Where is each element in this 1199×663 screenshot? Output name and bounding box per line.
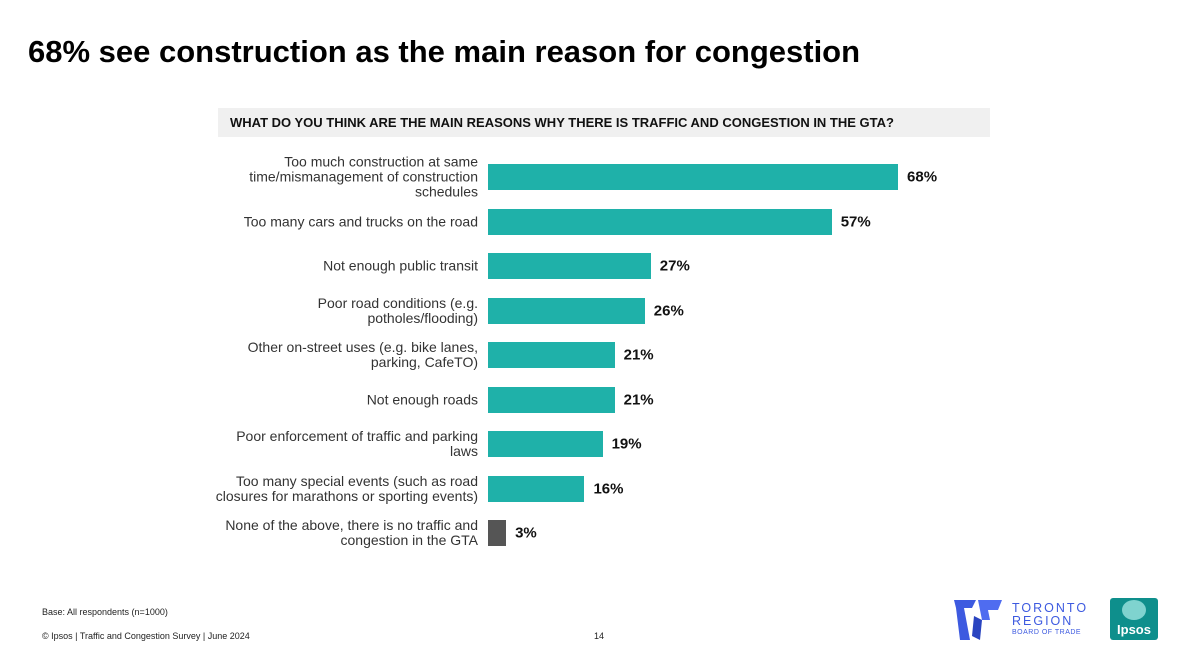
category-label: Poor enforcement of traffic and parking … xyxy=(236,428,478,459)
bar xyxy=(488,431,603,457)
bar xyxy=(488,520,507,546)
value-label: 21% xyxy=(623,391,654,408)
bar xyxy=(488,386,615,413)
trbot-icon xyxy=(954,600,1002,640)
page-number: 14 xyxy=(594,631,605,641)
value-label: 26% xyxy=(653,302,684,319)
logo-text: Ipsos xyxy=(1117,622,1151,637)
category-label: None of the above, there is no traffic a… xyxy=(225,517,478,548)
base-note: Base: All respondents (n=1000) xyxy=(42,607,168,617)
chart-subtitle: WHAT DO YOU THINK ARE THE MAIN REASONS W… xyxy=(218,108,990,137)
category-label: Too much construction at same time/misma… xyxy=(249,153,478,200)
category-label: Too many cars and trucks on the road xyxy=(243,213,478,229)
category-label: Not enough public transit xyxy=(323,257,478,274)
bar xyxy=(488,475,585,502)
bar xyxy=(488,253,651,279)
value-label: 21% xyxy=(623,346,654,364)
category-label: Other on-street uses (e.g. bike lanes, p… xyxy=(247,339,478,370)
value-label: 16% xyxy=(593,480,624,497)
logo-text: BOARD OF TRADE xyxy=(1012,629,1082,636)
value-label: 68% xyxy=(907,168,938,186)
logo-text: REGION xyxy=(1012,614,1074,628)
trbot-logo: TORONTO REGION BOARD OF TRADE xyxy=(1012,602,1088,638)
category-label: Not enough roads xyxy=(366,391,478,407)
bar xyxy=(488,164,899,190)
ipsos-logo: Ipsos xyxy=(1110,598,1158,640)
bar xyxy=(488,342,615,368)
source-note: © Ipsos | Traffic and Congestion Survey … xyxy=(42,631,250,641)
value-label: 57% xyxy=(840,213,871,230)
value-label: 19% xyxy=(611,435,642,453)
bar xyxy=(488,297,645,324)
category-label: Poor road conditions (e.g. potholes/floo… xyxy=(317,294,478,326)
chart-title: 68% see construction as the main reason … xyxy=(28,34,861,69)
category-label: Too many special events (such as road cl… xyxy=(215,472,478,504)
logo-text: TORONTO xyxy=(1012,601,1089,615)
value-label: 27% xyxy=(659,257,690,275)
bar xyxy=(488,208,832,235)
value-label: 3% xyxy=(515,524,537,542)
